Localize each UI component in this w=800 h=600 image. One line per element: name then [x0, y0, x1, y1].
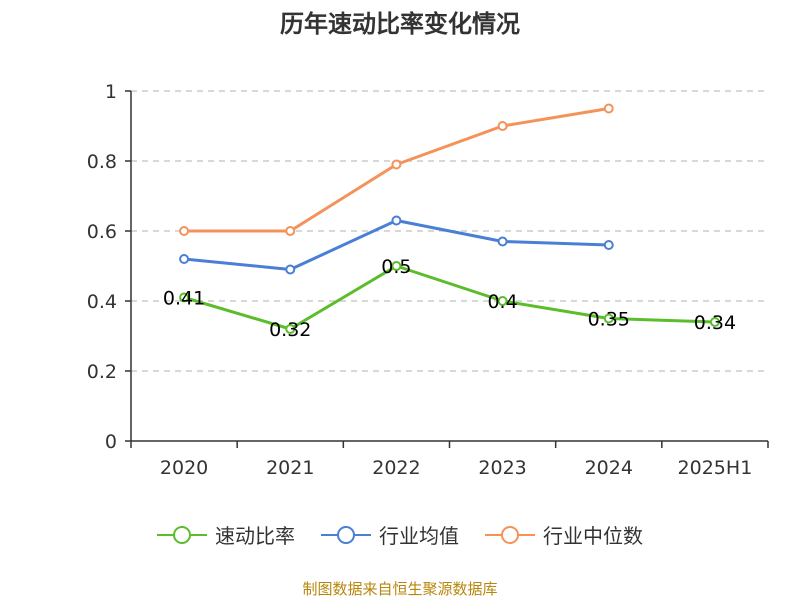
legend-line-icon [321, 525, 371, 544]
y-tick-label: 0.4 [87, 291, 117, 313]
data-point[interactable] [285, 324, 296, 334]
legend-label: 行业均值 [379, 524, 459, 548]
x-tick-label: 2023 [478, 457, 526, 479]
data-point[interactable] [603, 103, 614, 114]
data-point[interactable] [285, 264, 296, 275]
x-tick-label: 2022 [372, 457, 420, 479]
data-point[interactable] [391, 159, 402, 170]
y-tick-label: 1 [105, 81, 117, 103]
legend-label: 行业中位数 [543, 524, 643, 548]
y-tick-label: 0.8 [87, 151, 117, 173]
data-point[interactable] [497, 296, 508, 306]
source-note: 制图数据来自恒生聚源数据库 [302, 580, 498, 598]
data-label: 0.5 [381, 256, 411, 278]
x-tick-label: 2021 [266, 457, 314, 479]
data-point[interactable] [179, 292, 190, 303]
data-point[interactable] [391, 215, 402, 226]
grid-lines [131, 90, 768, 372]
data-label: 0.34 [694, 312, 736, 334]
data-label: 0.32 [269, 319, 311, 341]
legend-label: 速动比率 [215, 524, 295, 548]
legend-line-icon [157, 525, 207, 544]
data-point[interactable] [391, 261, 402, 271]
data-point[interactable] [603, 313, 614, 324]
x-tick-label: 2024 [585, 457, 633, 479]
data-label: 0.41 [163, 288, 205, 310]
legend-item-industry-average[interactable]: 行业均值 [321, 520, 459, 549]
series-points [179, 103, 720, 334]
y-tick-label: 0.2 [87, 361, 117, 383]
data-point[interactable] [285, 226, 296, 236]
x-tick-label: 2025H1 [678, 457, 753, 479]
data-labels: 0.41 0.32 0.5 0.4 0.35 0.34 [163, 256, 736, 341]
data-label: 0.4 [487, 291, 517, 313]
data-point[interactable] [709, 317, 720, 327]
legend: 速动比率 行业均值 行业中位数 [0, 520, 800, 549]
data-point[interactable] [497, 121, 508, 131]
series-line [182, 107, 611, 233]
series-lines [182, 107, 717, 331]
y-tick-label: 0.6 [87, 221, 117, 243]
series-line [182, 264, 717, 331]
data-point[interactable] [179, 226, 190, 236]
data-point[interactable] [497, 236, 508, 247]
legend-item-quick-ratio[interactable]: 速动比率 [157, 520, 295, 549]
axes: 0 0.2 0.4 0.6 0.8 1 2020 2021 2022 2023 2024 2025H1 [87, 81, 769, 479]
data-point[interactable] [603, 240, 614, 250]
legend-item-industry-median[interactable]: 行业中位数 [485, 520, 643, 549]
y-tick-label: 0 [105, 431, 117, 453]
legend-line-icon [485, 525, 535, 544]
data-point[interactable] [179, 254, 190, 264]
data-label: 0.35 [588, 309, 630, 331]
x-tick-label: 2020 [160, 457, 208, 479]
chart-title: 历年速动比率变化情况 [280, 10, 520, 38]
